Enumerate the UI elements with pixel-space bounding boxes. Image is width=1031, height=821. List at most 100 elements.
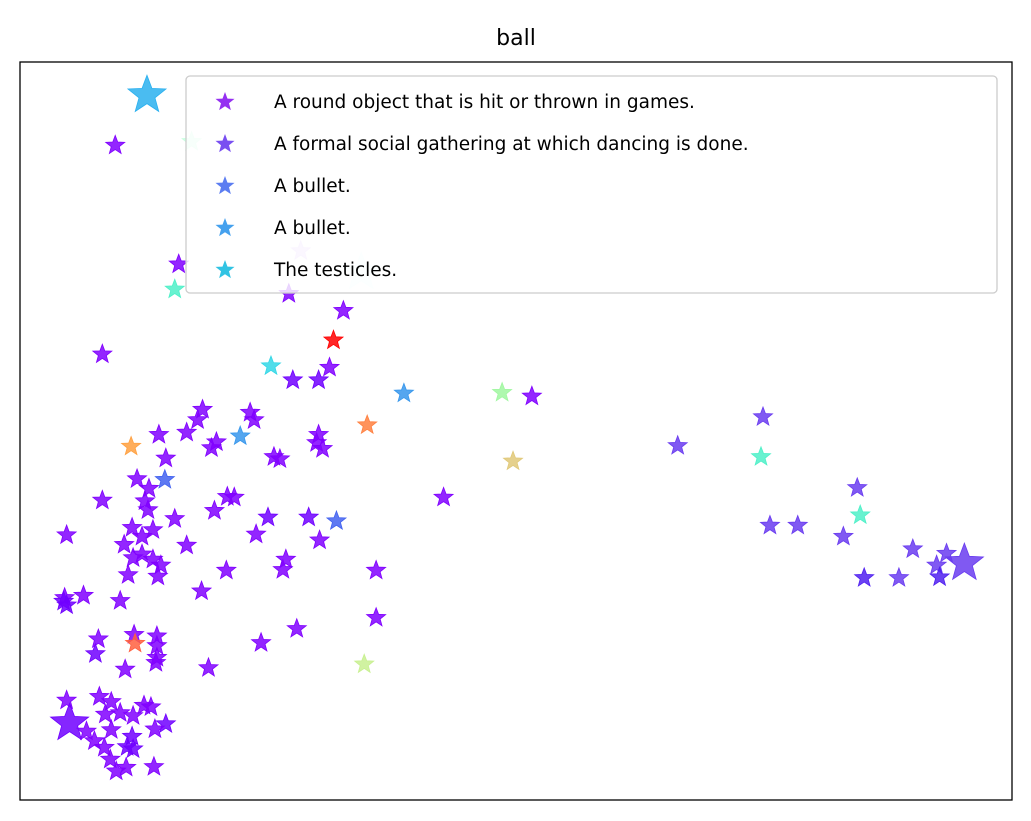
legend-marker: [215, 260, 235, 279]
scatter-point: [154, 468, 176, 489]
scatter-point: [432, 486, 455, 507]
scatter-point: [138, 477, 160, 498]
scatter-point: [502, 450, 524, 471]
scatter-point: [122, 737, 144, 759]
scatter-point: [888, 566, 910, 587]
scatter-point: [131, 543, 153, 564]
scatter-point: [140, 695, 162, 717]
scatter-point: [200, 436, 223, 457]
scatter-point: [122, 546, 144, 567]
scatter-point: [91, 489, 113, 510]
scatter-point: [298, 506, 320, 527]
scatter-point: [750, 445, 772, 466]
scatter-point: [117, 563, 139, 584]
scatter-point: [203, 499, 226, 520]
scatter-point: [93, 736, 115, 757]
scatter-point: [311, 437, 334, 458]
legend-box: [185, 75, 998, 294]
legend-label: A bullet.: [274, 218, 351, 239]
scatter-point: [257, 506, 279, 527]
scatter-point: [902, 537, 924, 559]
scatter-point: [109, 589, 131, 610]
scatter-point: [365, 559, 387, 580]
scatter-point: [190, 580, 213, 601]
legend-marker: [215, 218, 235, 237]
legend-marker: [215, 92, 235, 111]
scatter-point: [926, 554, 948, 575]
scatter-point: [83, 729, 105, 750]
scatter-point: [832, 525, 854, 546]
scatter-point: [164, 507, 186, 528]
scatter-point: [121, 516, 143, 537]
scatter-point: [143, 755, 165, 776]
scatter-point: [272, 558, 294, 579]
scatter-point: [126, 74, 168, 113]
scatter-point: [131, 525, 153, 546]
scatter-point: [282, 368, 304, 390]
scatter-point: [124, 632, 146, 653]
scatter-point: [325, 509, 348, 531]
scatter-point: [286, 617, 308, 638]
scatter-point: [49, 702, 90, 741]
scatter-point: [104, 134, 126, 155]
scatter-point: [99, 748, 121, 769]
scatter-point: [853, 566, 875, 587]
legend-marker: [215, 134, 235, 153]
scatter-point: [100, 718, 122, 739]
scatter-point: [176, 534, 198, 555]
scatter-point: [148, 423, 170, 444]
scatter-point: [100, 690, 122, 711]
scatter-point: [126, 467, 148, 488]
scatter-point: [142, 518, 164, 539]
scatter-point: [521, 385, 543, 406]
scatter-point: [122, 704, 144, 725]
scatter-point: [114, 658, 136, 679]
scatter-point: [75, 720, 98, 741]
scatter-point: [87, 627, 109, 649]
scatter-point: [150, 554, 172, 575]
scatter-point: [88, 685, 110, 706]
legend-label: The testicles.: [273, 260, 397, 281]
scatter-point: [115, 756, 137, 777]
scatter-point: [365, 606, 387, 627]
legend: A round object that is hit or thrown in …: [185, 75, 998, 294]
scatter-point: [72, 584, 95, 605]
scatter-point: [353, 653, 375, 674]
scatter-point: [759, 514, 781, 535]
scatter-point: [155, 447, 177, 468]
scatter-point: [752, 405, 774, 426]
scatter-point: [215, 559, 237, 580]
scatter-point: [243, 408, 265, 429]
scatter-point: [849, 503, 871, 525]
scatter-point: [145, 651, 167, 672]
legend-label: A formal social gathering at which danci…: [274, 134, 749, 155]
scatter-point: [197, 656, 220, 677]
scatter-point: [250, 631, 272, 652]
scatter-point: [275, 548, 297, 569]
scatter-point: [332, 299, 354, 320]
scatter-point: [667, 434, 689, 455]
scatter-point: [318, 356, 341, 377]
scatter-point: [144, 718, 166, 739]
scatter-point: [269, 447, 291, 469]
scatter-point: [176, 421, 198, 442]
legend-label: A round object that is hit or thrown in …: [274, 92, 695, 113]
scatter-point: [191, 398, 214, 419]
scatter-point: [944, 541, 985, 581]
scatter-point: [186, 408, 209, 429]
scatter-point: [223, 486, 245, 507]
scatter-point: [164, 278, 186, 299]
scatter-point: [260, 354, 282, 376]
legend-marker: [215, 176, 235, 195]
scatter-point: [84, 642, 106, 663]
scatter-point: [229, 425, 251, 446]
scatter-point: [787, 514, 809, 535]
scatter-point: [308, 529, 331, 550]
scatter-point: [147, 565, 169, 586]
scatter-point: [307, 368, 330, 390]
scatter-point: [491, 381, 513, 402]
scatter-point: [56, 689, 78, 710]
scatter-point: [245, 523, 267, 544]
scatter-point: [113, 533, 135, 554]
